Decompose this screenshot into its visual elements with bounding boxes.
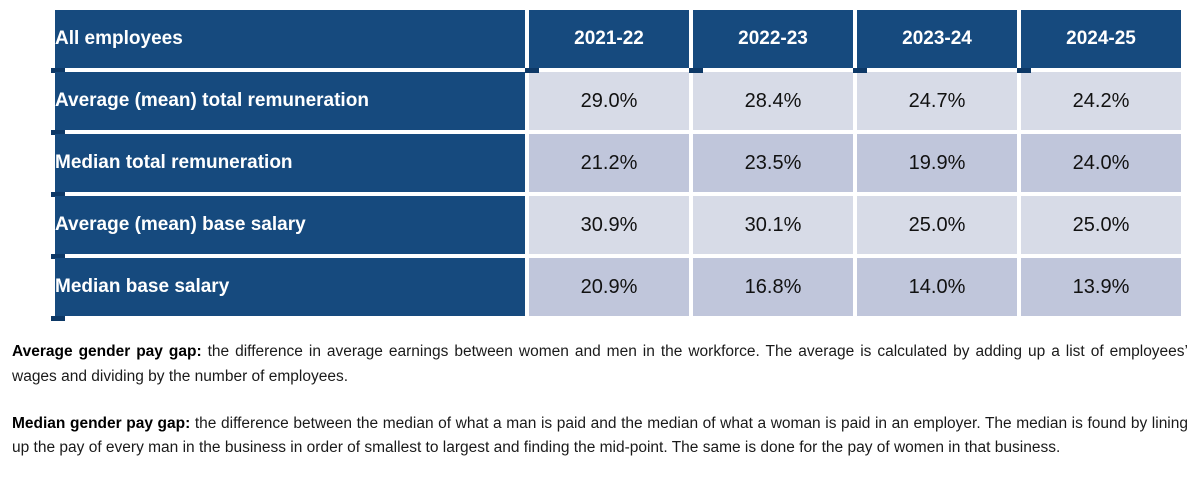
definitions-section: Average gender pay gap: the difference i…: [12, 340, 1188, 461]
table-cell: 25.0%: [1021, 196, 1181, 254]
table-cell: 24.2%: [1021, 72, 1181, 130]
table-cell: 28.4%: [693, 72, 853, 130]
table-row: Median base salary 20.9% 16.8% 14.0% 13.…: [51, 258, 1181, 321]
row-label-average-total-remuneration: Average (mean) total remuneration: [51, 72, 525, 135]
median-pay-gap-text: the difference between the median of wha…: [12, 414, 1188, 457]
table-cell: 24.7%: [857, 72, 1017, 130]
row-label-median-base-salary: Median base salary: [51, 258, 525, 321]
row-label-average-base-salary: Average (mean) base salary: [51, 196, 525, 259]
year-header-2022-23: 2022-23: [689, 10, 853, 73]
row-label-median-total-remuneration: Median total remuneration: [51, 134, 525, 197]
table-cell: 25.0%: [857, 196, 1017, 254]
table-row: Average (mean) base salary 30.9% 30.1% 2…: [51, 196, 1181, 259]
table-row: Median total remuneration 21.2% 23.5% 19…: [51, 134, 1181, 197]
median-pay-gap-lead: Median gender pay gap:: [12, 414, 191, 432]
table-cell: 14.0%: [857, 258, 1017, 316]
year-header-2024-25: 2024-25: [1017, 10, 1181, 73]
average-pay-gap-lead: Average gender pay gap:: [12, 343, 202, 360]
table-cell: 13.9%: [1021, 258, 1181, 316]
table-cell: 30.9%: [529, 196, 689, 254]
table-header-row: All employees 2021-22 2022-23 2023-24 20…: [51, 10, 1181, 73]
table-cell: 24.0%: [1021, 134, 1181, 192]
table-cell: 19.9%: [857, 134, 1017, 192]
year-header-2023-24: 2023-24: [853, 10, 1017, 73]
table-cell: 30.1%: [693, 196, 853, 254]
year-header-2021-22: 2021-22: [525, 10, 689, 73]
table-corner-header: All employees: [51, 10, 525, 73]
average-pay-gap-definition: Average gender pay gap: the difference i…: [12, 340, 1188, 390]
median-pay-gap-definition: Median gender pay gap: the difference be…: [12, 412, 1188, 462]
table-cell: 21.2%: [529, 134, 689, 192]
table-cell: 23.5%: [693, 134, 853, 192]
pay-gap-table: All employees 2021-22 2022-23 2023-24 20…: [51, 6, 1185, 321]
table-cell: 20.9%: [529, 258, 689, 316]
table-cell: 29.0%: [529, 72, 689, 130]
table-row: Average (mean) total remuneration 29.0% …: [51, 72, 1181, 135]
table-cell: 16.8%: [693, 258, 853, 316]
average-pay-gap-text: the difference in average earnings betwe…: [12, 343, 1188, 385]
